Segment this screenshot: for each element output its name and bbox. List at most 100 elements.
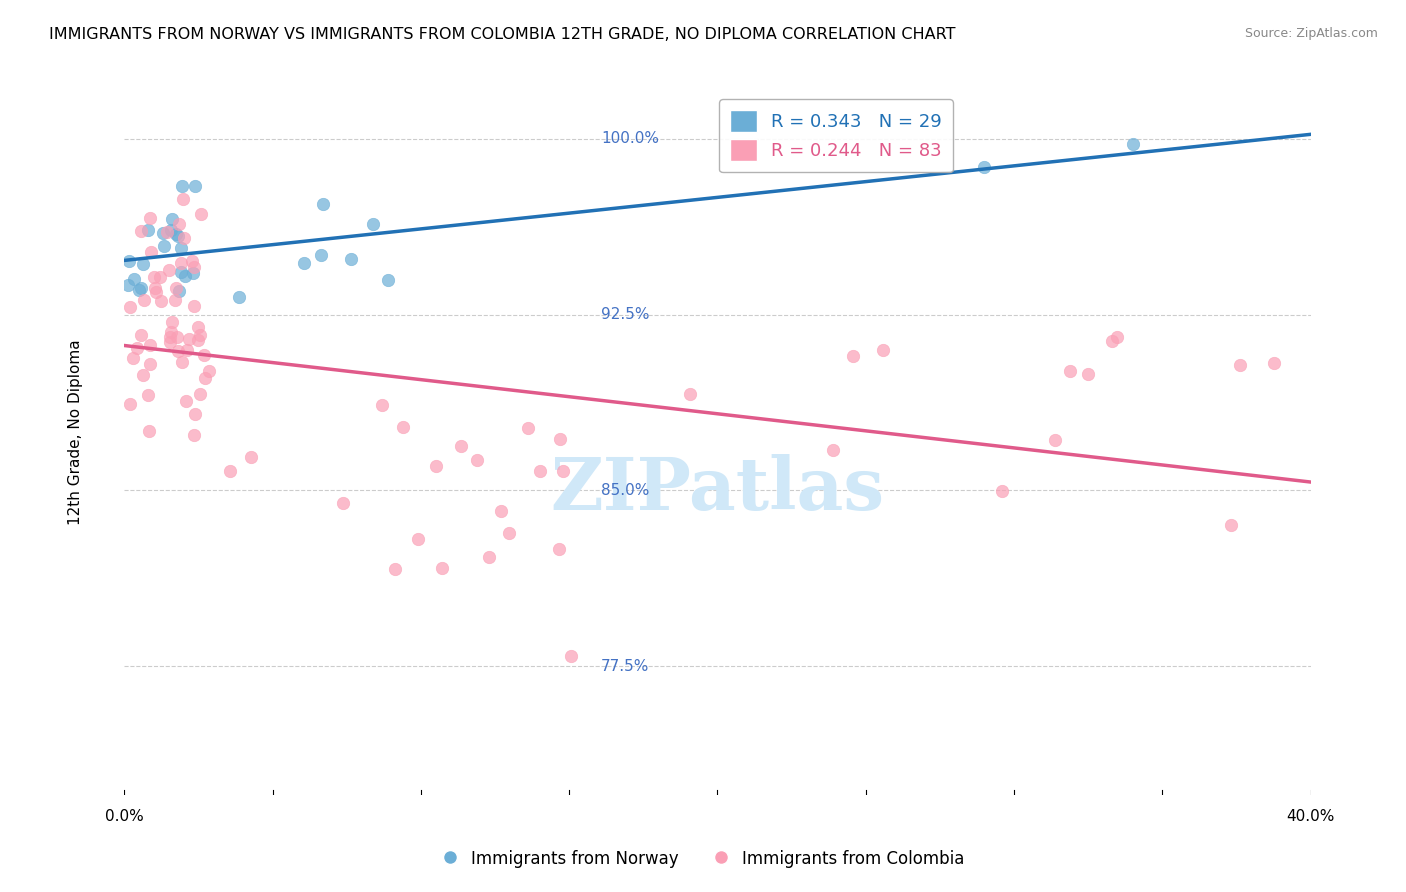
Point [187, 319, 209, 334]
Point [174, 394, 197, 409]
Point [228, 290, 250, 304]
Point [190, 207, 212, 221]
Point [129, 328, 152, 343]
Point [183, 260, 205, 274]
Point [132, 257, 155, 271]
Point [361, 217, 384, 231]
Point [218, 464, 240, 478]
Text: 92.5%: 92.5% [602, 307, 650, 322]
Point [150, 293, 173, 308]
Point [145, 285, 167, 299]
Text: IMMIGRANTS FROM NORWAY VS IMMIGRANTS FROM COLOMBIA 12TH GRADE, NO DIPLOMA CORREL: IMMIGRANTS FROM NORWAY VS IMMIGRANTS FRO… [49, 27, 956, 42]
Point [193, 370, 215, 384]
Point [169, 241, 191, 255]
Point [991, 483, 1014, 498]
Point [384, 562, 406, 576]
Point [172, 192, 194, 206]
Point [127, 341, 149, 355]
Point [174, 268, 197, 283]
Point [139, 211, 162, 226]
Point [1101, 334, 1123, 348]
Point [160, 315, 183, 329]
Point [167, 344, 190, 359]
Point [489, 504, 512, 518]
Point [1229, 358, 1251, 372]
Point [162, 211, 184, 226]
Point [159, 329, 181, 343]
Point [406, 532, 429, 546]
Point [138, 338, 160, 352]
Point [179, 333, 201, 347]
Point [548, 541, 571, 556]
Point [183, 299, 205, 313]
Point [122, 351, 145, 366]
Point [973, 160, 995, 174]
Point [188, 328, 211, 343]
Point [149, 269, 172, 284]
Point [170, 355, 193, 369]
Point [184, 178, 207, 193]
Point [498, 525, 520, 540]
Point [136, 387, 159, 401]
Point [842, 350, 865, 364]
Point [167, 285, 190, 299]
Point [120, 301, 142, 315]
Point [292, 256, 315, 270]
Point [143, 270, 166, 285]
Point [430, 561, 453, 575]
Point [478, 550, 501, 565]
Point [529, 464, 551, 478]
Point [132, 368, 155, 382]
Text: Source: ZipAtlas.com: Source: ZipAtlas.com [1244, 27, 1378, 40]
Point [157, 263, 180, 277]
Point [548, 432, 571, 446]
Point [117, 277, 139, 292]
Text: 40.0%: 40.0% [1286, 809, 1334, 824]
Point [186, 334, 208, 348]
Point [551, 464, 574, 478]
Point [172, 178, 194, 193]
Point [131, 280, 153, 294]
Point [165, 280, 187, 294]
Point [377, 273, 399, 287]
Point [1122, 136, 1144, 151]
Text: ZIPatlas: ZIPatlas [550, 455, 884, 525]
Point [332, 496, 354, 510]
Point [678, 386, 700, 401]
Point [1263, 356, 1285, 370]
Text: 0.0%: 0.0% [105, 809, 143, 824]
Legend: Immigrants from Norway, Immigrants from Colombia: Immigrants from Norway, Immigrants from … [434, 844, 972, 875]
Point [391, 420, 413, 434]
Point [181, 266, 204, 280]
Point [560, 649, 582, 664]
Point [170, 265, 193, 279]
Point [167, 229, 190, 244]
Text: 12th Grade, No Diploma: 12th Grade, No Diploma [67, 339, 83, 524]
Point [136, 222, 159, 236]
Point [425, 459, 447, 474]
Point [128, 283, 150, 297]
Point [309, 248, 332, 262]
Point [312, 197, 335, 211]
Point [340, 252, 363, 266]
Point [823, 442, 845, 457]
Text: 85.0%: 85.0% [602, 483, 650, 498]
Point [143, 281, 166, 295]
Point [139, 245, 162, 260]
Point [183, 428, 205, 442]
Legend: R = 0.343   N = 29, R = 0.244   N = 83: R = 0.343 N = 29, R = 0.244 N = 83 [718, 99, 953, 172]
Point [183, 407, 205, 421]
Point [129, 224, 152, 238]
Point [170, 256, 193, 270]
Point [239, 450, 262, 464]
Point [1220, 518, 1243, 533]
Point [132, 293, 155, 307]
Point [190, 386, 212, 401]
Point [138, 425, 160, 439]
Point [176, 343, 198, 358]
Point [122, 272, 145, 286]
Point [166, 330, 188, 344]
Point [465, 453, 488, 467]
Point [198, 364, 221, 378]
Point [165, 227, 187, 242]
